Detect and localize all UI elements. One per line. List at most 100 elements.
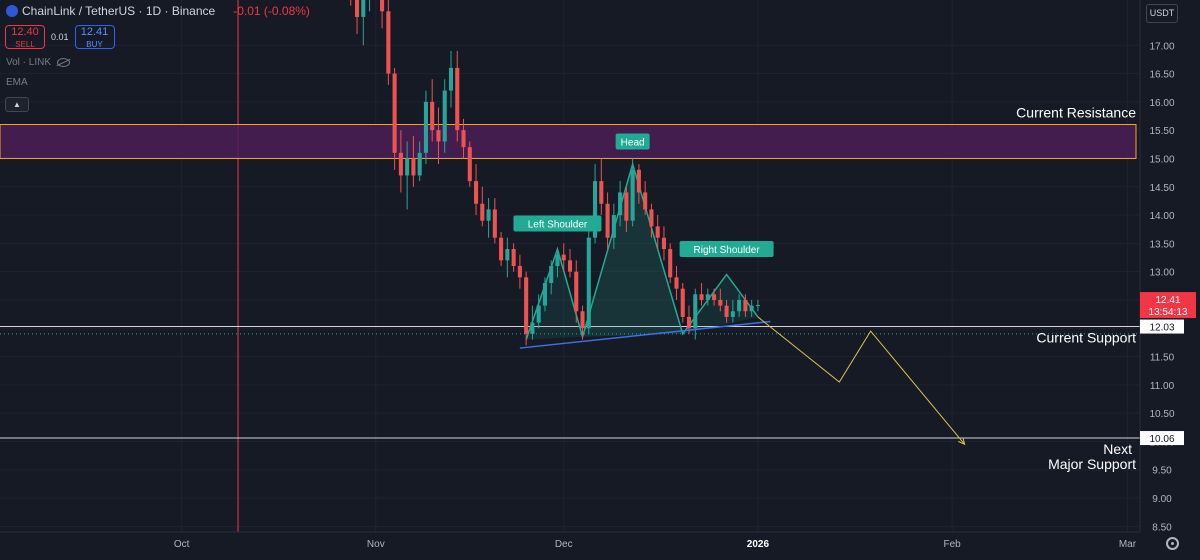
- price-tick-label: 11.00: [1150, 381, 1175, 392]
- ema-indicator[interactable]: EMA: [6, 77, 28, 88]
- currency-unit-button[interactable]: USDT: [1146, 4, 1178, 23]
- candle-body: [580, 311, 585, 329]
- candle: [680, 282, 685, 323]
- pattern-label: Right Shoulder: [679, 241, 774, 258]
- candle: [712, 288, 717, 306]
- pattern-label: Left Shoulder: [513, 215, 602, 232]
- spread-value: 0.01: [51, 32, 69, 42]
- candle-body: [618, 192, 623, 216]
- candle-body: [624, 192, 629, 221]
- volume-indicator[interactable]: Vol · LINK: [6, 57, 71, 68]
- candle: [480, 186, 485, 227]
- candle-body: [755, 305, 760, 307]
- candle: [386, 0, 391, 85]
- price-tick-label: 13.50: [1149, 239, 1174, 250]
- symbol-legend[interactable]: ChainLink / TetherUS · 1D · Binance -0.0…: [6, 4, 310, 18]
- candle: [718, 288, 723, 312]
- sell-price: 12.40: [11, 26, 39, 38]
- support-price-tag: [1140, 319, 1184, 334]
- candle: [567, 249, 573, 278]
- candle: [686, 305, 692, 334]
- candle: [605, 192, 610, 250]
- candle-body: [712, 294, 717, 300]
- candle: [574, 260, 579, 323]
- buy-button[interactable]: 12.41 BUY: [74, 25, 115, 49]
- candle-body: [611, 215, 616, 238]
- candle: [398, 130, 403, 193]
- candle: [674, 266, 679, 300]
- time-tick-label: 2026: [747, 539, 770, 550]
- candle-body: [668, 249, 673, 278]
- candle-body: [705, 294, 710, 300]
- candle: [536, 294, 541, 329]
- candle-body: [749, 305, 754, 312]
- price-tick-label: 16.50: [1149, 70, 1174, 81]
- candle: [354, 0, 360, 34]
- chevron-up-icon[interactable]: ▲: [5, 97, 29, 112]
- price-tick-label: 14.50: [1149, 183, 1174, 194]
- ema-indicator-label: EMA: [6, 77, 28, 88]
- candle: [436, 107, 441, 165]
- gear-icon[interactable]: [1166, 537, 1179, 550]
- buy-price: 12.41: [80, 26, 109, 38]
- price-tick-label: 10.50: [1149, 409, 1174, 420]
- candle-body: [643, 192, 648, 210]
- candle: [611, 203, 616, 250]
- volume-indicator-label: Vol · LINK: [6, 57, 52, 68]
- candle: [636, 164, 641, 204]
- candle-body: [492, 209, 497, 238]
- candle-body: [499, 237, 504, 261]
- price-change: -0.01 (-0.08%): [233, 4, 310, 18]
- candle-body: [380, 0, 385, 12]
- candle: [542, 277, 547, 312]
- eye-off-icon[interactable]: [57, 58, 71, 67]
- candle: [369, 0, 371, 12]
- left-shoulder-area: [526, 249, 583, 340]
- candle-body: [699, 294, 704, 300]
- candle-body: [417, 152, 422, 176]
- candle-body: [743, 299, 748, 312]
- candle: [649, 203, 654, 238]
- time-tick-label: Mar: [1119, 539, 1137, 550]
- candle: [730, 299, 735, 323]
- candle: [448, 50, 454, 108]
- candle: [455, 50, 460, 142]
- candle: [423, 90, 428, 165]
- candle: [693, 288, 698, 340]
- candle: [517, 254, 522, 289]
- forecast-path: [757, 316, 966, 446]
- time-tick-label: Nov: [367, 539, 385, 550]
- candle-body: [574, 271, 579, 312]
- candle-body: [411, 158, 416, 176]
- candle-body: [511, 249, 516, 266]
- head-area: [582, 164, 683, 337]
- resistance-zone[interactable]: Current Resistance: [0, 105, 1137, 159]
- candle-body: [674, 277, 679, 289]
- price-tick-label: 15.50: [1149, 126, 1174, 137]
- candle-body: [455, 67, 460, 131]
- price-tick-label: 9.00: [1152, 494, 1172, 505]
- candle: [699, 282, 704, 306]
- candle: [599, 158, 604, 216]
- candle-body: [398, 152, 403, 176]
- buy-label: BUY: [86, 40, 103, 49]
- candle-body: [693, 294, 698, 329]
- candle-body: [686, 316, 692, 329]
- candles: [350, 0, 760, 346]
- candle: [655, 215, 660, 250]
- candle-body: [386, 11, 391, 74]
- pattern-label-text: Left Shoulder: [528, 220, 588, 231]
- candle-body: [405, 158, 410, 176]
- candle: [405, 141, 410, 210]
- resistance-label: Current Resistance: [1016, 105, 1136, 121]
- candle: [511, 243, 516, 272]
- price-tick-label: 16.00: [1149, 98, 1174, 109]
- sell-button[interactable]: 12.40 SELL: [5, 25, 45, 49]
- support-label: Major Support: [1048, 456, 1136, 472]
- candle-body: [524, 277, 529, 334]
- price-tick-label: 17.00: [1149, 41, 1174, 52]
- forecast-line: [757, 316, 966, 445]
- chainlink-logo-icon: [6, 5, 18, 17]
